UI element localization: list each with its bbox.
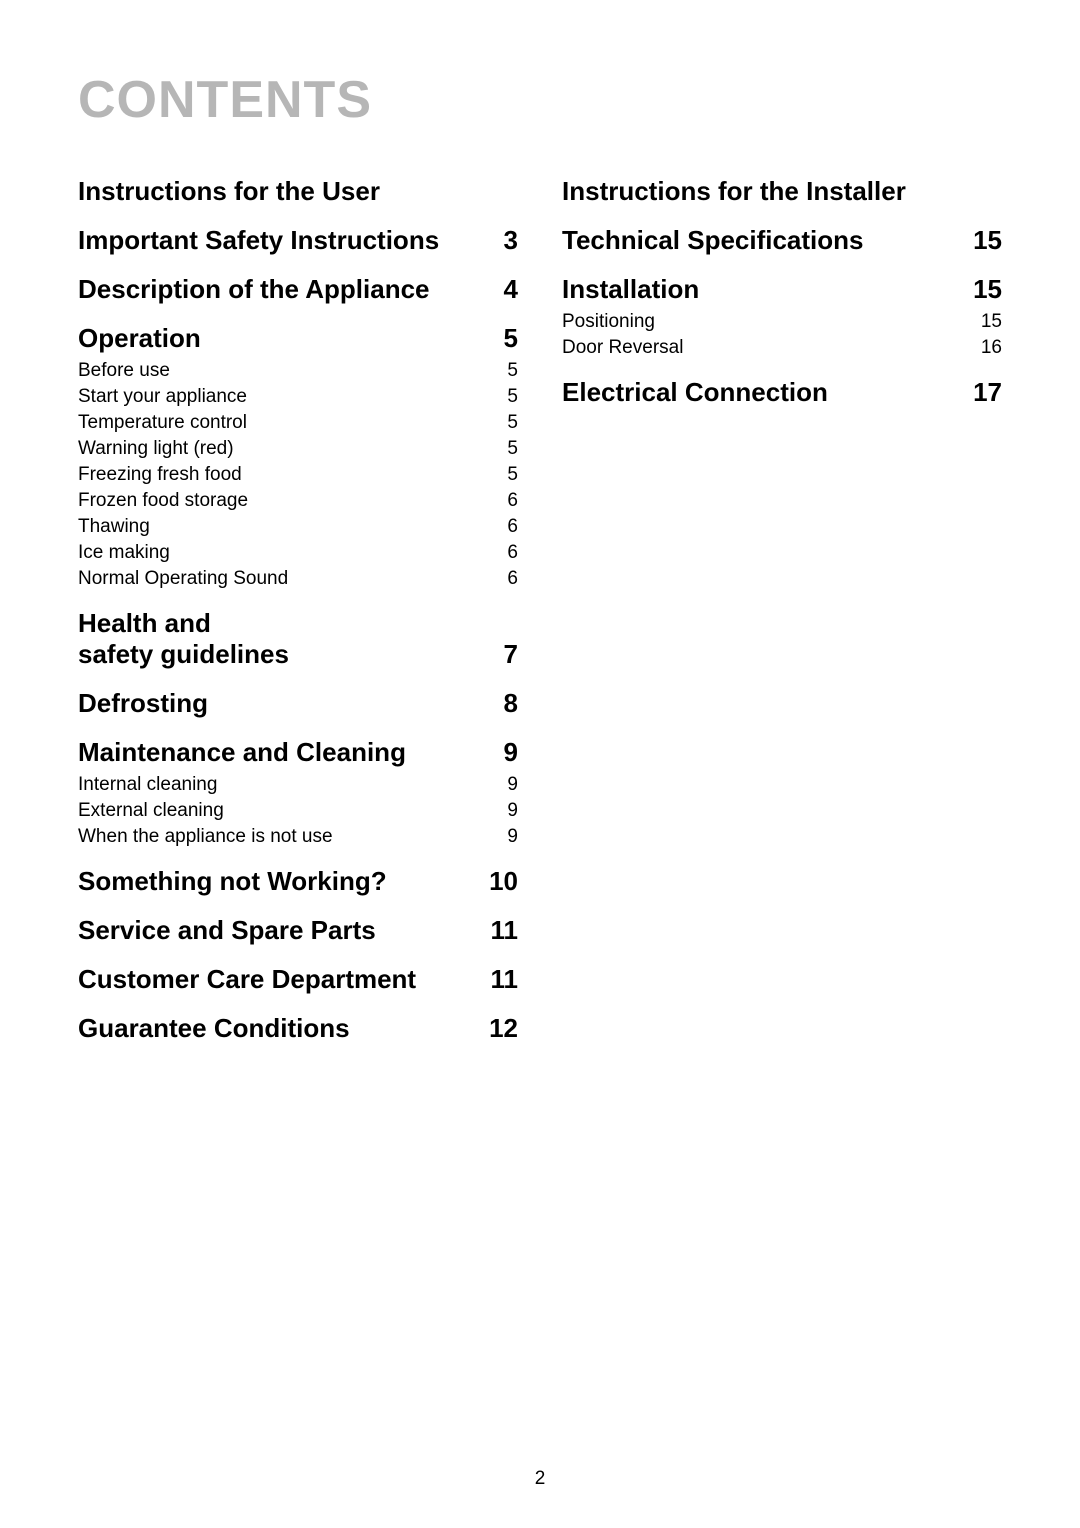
toc-section-label: Description of the Appliance bbox=[78, 274, 430, 305]
toc-sub: Freezing fresh food 5 bbox=[78, 464, 518, 486]
toc-sub-page: 5 bbox=[507, 412, 518, 434]
toc-sub-label: Before use bbox=[78, 360, 170, 382]
toc-sub-page: 6 bbox=[507, 516, 518, 538]
toc-sub-page: 5 bbox=[507, 438, 518, 460]
toc-sub-label: Normal Operating Sound bbox=[78, 568, 288, 590]
columns-wrapper: Instructions for the User Important Safe… bbox=[78, 176, 1002, 1050]
toc-sub-page: 15 bbox=[981, 311, 1002, 333]
toc-sub: Ice making 6 bbox=[78, 542, 518, 564]
toc-section-page: 10 bbox=[489, 866, 518, 897]
toc-section: Technical Specifications 15 bbox=[562, 225, 1002, 256]
toc-section: Defrosting 8 bbox=[78, 688, 518, 719]
toc-sub: Positioning 15 bbox=[562, 311, 1002, 333]
toc-section-page: 3 bbox=[504, 225, 518, 256]
toc-sub: Normal Operating Sound 6 bbox=[78, 568, 518, 590]
toc-section-label: Installation bbox=[562, 274, 699, 305]
toc-sub-label: Start your appliance bbox=[78, 386, 247, 408]
toc-sub-label: When the appliance is not use bbox=[78, 826, 333, 848]
toc-section-page: 7 bbox=[504, 639, 518, 670]
column-header-left: Instructions for the User bbox=[78, 176, 518, 207]
toc-sub-page: 9 bbox=[507, 826, 518, 848]
toc-section: Installation 15 bbox=[562, 274, 1002, 305]
toc-section: Service and Spare Parts 11 bbox=[78, 915, 518, 946]
toc-section-label: Important Safety Instructions bbox=[78, 225, 439, 256]
toc-section-label: Technical Specifications bbox=[562, 225, 864, 256]
toc-sub-page: 5 bbox=[507, 464, 518, 486]
toc-section-label-line: Health and bbox=[78, 608, 289, 639]
toc-sub: Thawing 6 bbox=[78, 516, 518, 538]
left-column: Instructions for the User Important Safe… bbox=[78, 176, 518, 1050]
toc-section-label: Electrical Connection bbox=[562, 377, 828, 408]
toc-sub: Before use 5 bbox=[78, 360, 518, 382]
toc-sub-label: Positioning bbox=[562, 311, 655, 333]
toc-sub: Temperature control 5 bbox=[78, 412, 518, 434]
toc-section: Electrical Connection 17 bbox=[562, 377, 1002, 408]
toc-sub-label: Ice making bbox=[78, 542, 170, 564]
toc-sub-label: Door Reversal bbox=[562, 337, 683, 359]
toc-section: Description of the Appliance 4 bbox=[78, 274, 518, 305]
toc-sub-page: 6 bbox=[507, 542, 518, 564]
toc-section-label: Customer Care Department bbox=[78, 964, 416, 995]
toc-sub-page: 16 bbox=[981, 337, 1002, 359]
toc-sub-label: Temperature control bbox=[78, 412, 247, 434]
toc-section-label: Service and Spare Parts bbox=[78, 915, 376, 946]
toc-sub-page: 9 bbox=[507, 774, 518, 796]
toc-sub-label: Thawing bbox=[78, 516, 150, 538]
toc-section-page: 17 bbox=[973, 377, 1002, 408]
toc-section-page: 9 bbox=[504, 737, 518, 768]
toc-section-page: 15 bbox=[973, 225, 1002, 256]
toc-sub: Internal cleaning 9 bbox=[78, 774, 518, 796]
toc-sub-page: 9 bbox=[507, 800, 518, 822]
toc-section-page: 5 bbox=[504, 323, 518, 354]
page-title: CONTENTS bbox=[78, 70, 1002, 130]
toc-section: Maintenance and Cleaning 9 bbox=[78, 737, 518, 768]
toc-section: Health and safety guidelines 7 bbox=[78, 608, 518, 670]
toc-section-label: Guarantee Conditions bbox=[78, 1013, 350, 1044]
column-header-right: Instructions for the Installer bbox=[562, 176, 1002, 207]
toc-sub-page: 6 bbox=[507, 490, 518, 512]
toc-sub-label: Frozen food storage bbox=[78, 490, 248, 512]
toc-sub-label: Freezing fresh food bbox=[78, 464, 242, 486]
toc-sub-page: 6 bbox=[507, 568, 518, 590]
toc-section: Customer Care Department 11 bbox=[78, 964, 518, 995]
toc-section-label: Something not Working? bbox=[78, 866, 387, 897]
toc-section-label-multiline: Health and safety guidelines bbox=[78, 608, 289, 670]
toc-section-page: 11 bbox=[491, 915, 519, 946]
toc-section-page: 12 bbox=[489, 1013, 518, 1044]
toc-section-label: Defrosting bbox=[78, 688, 208, 719]
toc-sub-label: Internal cleaning bbox=[78, 774, 217, 796]
toc-section: Important Safety Instructions 3 bbox=[78, 225, 518, 256]
toc-section: Something not Working? 10 bbox=[78, 866, 518, 897]
toc-section-label: Maintenance and Cleaning bbox=[78, 737, 406, 768]
toc-section: Operation 5 bbox=[78, 323, 518, 354]
toc-section-page: 4 bbox=[504, 274, 518, 305]
toc-section-page: 15 bbox=[973, 274, 1002, 305]
toc-sub-page: 5 bbox=[507, 360, 518, 382]
toc-sub-label: External cleaning bbox=[78, 800, 224, 822]
toc-sub: Frozen food storage 6 bbox=[78, 490, 518, 512]
toc-sub: Warning light (red) 5 bbox=[78, 438, 518, 460]
toc-sub: Door Reversal 16 bbox=[562, 337, 1002, 359]
right-column: Instructions for the Installer Technical… bbox=[562, 176, 1002, 1050]
toc-section-label: Operation bbox=[78, 323, 201, 354]
toc-sub: External cleaning 9 bbox=[78, 800, 518, 822]
toc-sub: When the appliance is not use 9 bbox=[78, 826, 518, 848]
toc-sub-label: Warning light (red) bbox=[78, 438, 234, 460]
toc-section-label-line: safety guidelines bbox=[78, 639, 289, 670]
toc-sub: Start your appliance 5 bbox=[78, 386, 518, 408]
toc-section-page: 11 bbox=[491, 964, 519, 995]
toc-sub-page: 5 bbox=[507, 386, 518, 408]
toc-section-page: 8 bbox=[504, 688, 518, 719]
footer-page-number: 2 bbox=[0, 1468, 1080, 1490]
toc-section: Guarantee Conditions 12 bbox=[78, 1013, 518, 1044]
